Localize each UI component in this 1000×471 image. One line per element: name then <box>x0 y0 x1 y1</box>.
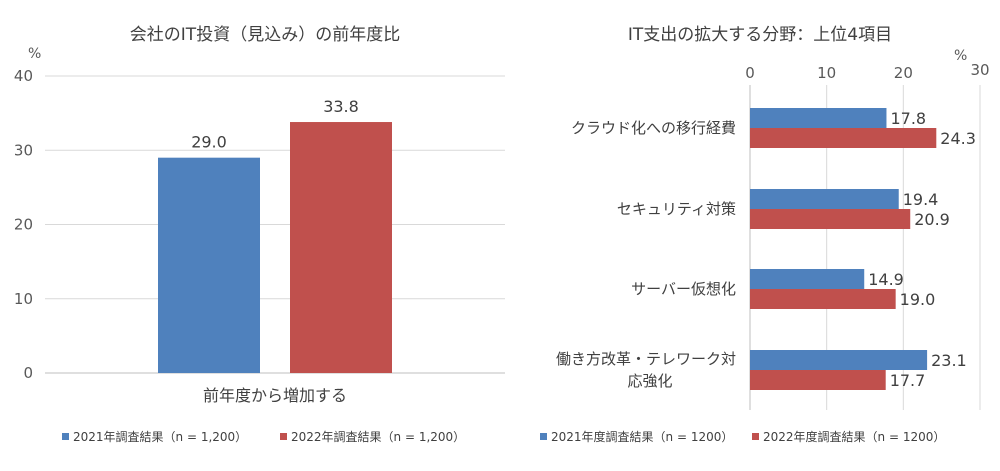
right-legend-swatch <box>540 433 547 440</box>
right-data-label: 17.7 <box>890 371 926 390</box>
right-category-labels: クラウド化への移行経費セキュリティ対策サーバー仮想化働き方改革・テレワーク対応強… <box>556 119 736 390</box>
left-legend-label: 2021年調査結果（n = 1,200） <box>73 430 247 444</box>
left-data-label: 29.0 <box>191 133 227 152</box>
right-data-label: 24.3 <box>940 129 976 148</box>
right-legend-label: 2021年度調査結果（n = 1200） <box>551 429 733 444</box>
right-data-label: 23.1 <box>931 351 967 370</box>
left-bar <box>290 122 392 373</box>
right-legend-label: 2022年度調査結果（n = 1200） <box>763 429 945 444</box>
left-data-labels: 29.0 33.8 <box>191 97 359 152</box>
right-category-label: セキュリティ対策 <box>617 200 736 218</box>
right-bar <box>750 128 937 148</box>
left-bar <box>158 157 260 373</box>
right-category-label: 働き方改革・テレワーク対 <box>556 350 736 368</box>
right-bar <box>750 108 887 128</box>
left-y-ticks: 0 10 20 30 40 <box>14 67 33 382</box>
left-y-tick-label: 30 <box>14 141 33 159</box>
right-data-label: 19.4 <box>903 190 939 209</box>
right-x-ticks: 0 10 20 30 <box>745 61 989 82</box>
left-chart-title: 会社のIT投資（見込み）の前年度比 <box>130 25 400 45</box>
right-x-tick-label: 30 <box>970 61 989 79</box>
right-category-label: 応強化 <box>627 372 672 390</box>
right-data-label: 14.9 <box>868 270 904 289</box>
right-bar <box>750 269 865 289</box>
right-bar <box>750 350 928 370</box>
left-legend-label: 2022年調査結果（n = 1,200） <box>291 430 465 444</box>
right-x-unit: % <box>954 48 967 64</box>
left-data-label: 33.8 <box>323 97 359 116</box>
right-bar <box>750 209 911 229</box>
left-legend-swatch <box>280 433 287 440</box>
left-y-tick-label: 20 <box>14 216 33 234</box>
left-y-unit: % <box>28 46 41 62</box>
left-y-tick-label: 40 <box>14 67 33 85</box>
right-data-labels: 17.8 24.3 19.420.9 14.919.0 23.1 17.7 <box>868 109 976 390</box>
left-category-label: 前年度から増加する <box>203 386 347 405</box>
right-bars <box>750 108 937 390</box>
right-legend-swatch <box>752 433 759 440</box>
right-bar <box>750 370 886 390</box>
right-legend: 2021年度調査結果（n = 1200） 2022年度調査結果（n = 1200） <box>540 429 945 444</box>
left-y-tick-label: 0 <box>23 364 33 382</box>
right-data-label: 19.0 <box>900 290 936 309</box>
right-x-tick-label: 0 <box>745 64 755 82</box>
right-data-label: 20.9 <box>914 210 950 229</box>
right-category-label: サーバー仮想化 <box>631 280 736 298</box>
left-gridlines <box>45 75 505 374</box>
left-legend-swatch <box>62 433 69 440</box>
right-category-label: クラウド化への移行経費 <box>571 119 736 137</box>
right-x-tick-label: 20 <box>894 64 913 82</box>
right-x-tick-label: 10 <box>817 64 836 82</box>
left-bars <box>158 122 392 373</box>
left-legend: 2021年調査結果（n = 1,200） 2022年調査結果（n = 1,200） <box>62 430 465 444</box>
right-data-label: 17.8 <box>890 109 926 128</box>
left-y-tick-label: 10 <box>14 290 33 308</box>
right-bar <box>750 189 899 209</box>
right-chart-title: IT支出の拡大する分野：上位4項目 <box>628 25 892 45</box>
right-bar <box>750 289 896 309</box>
